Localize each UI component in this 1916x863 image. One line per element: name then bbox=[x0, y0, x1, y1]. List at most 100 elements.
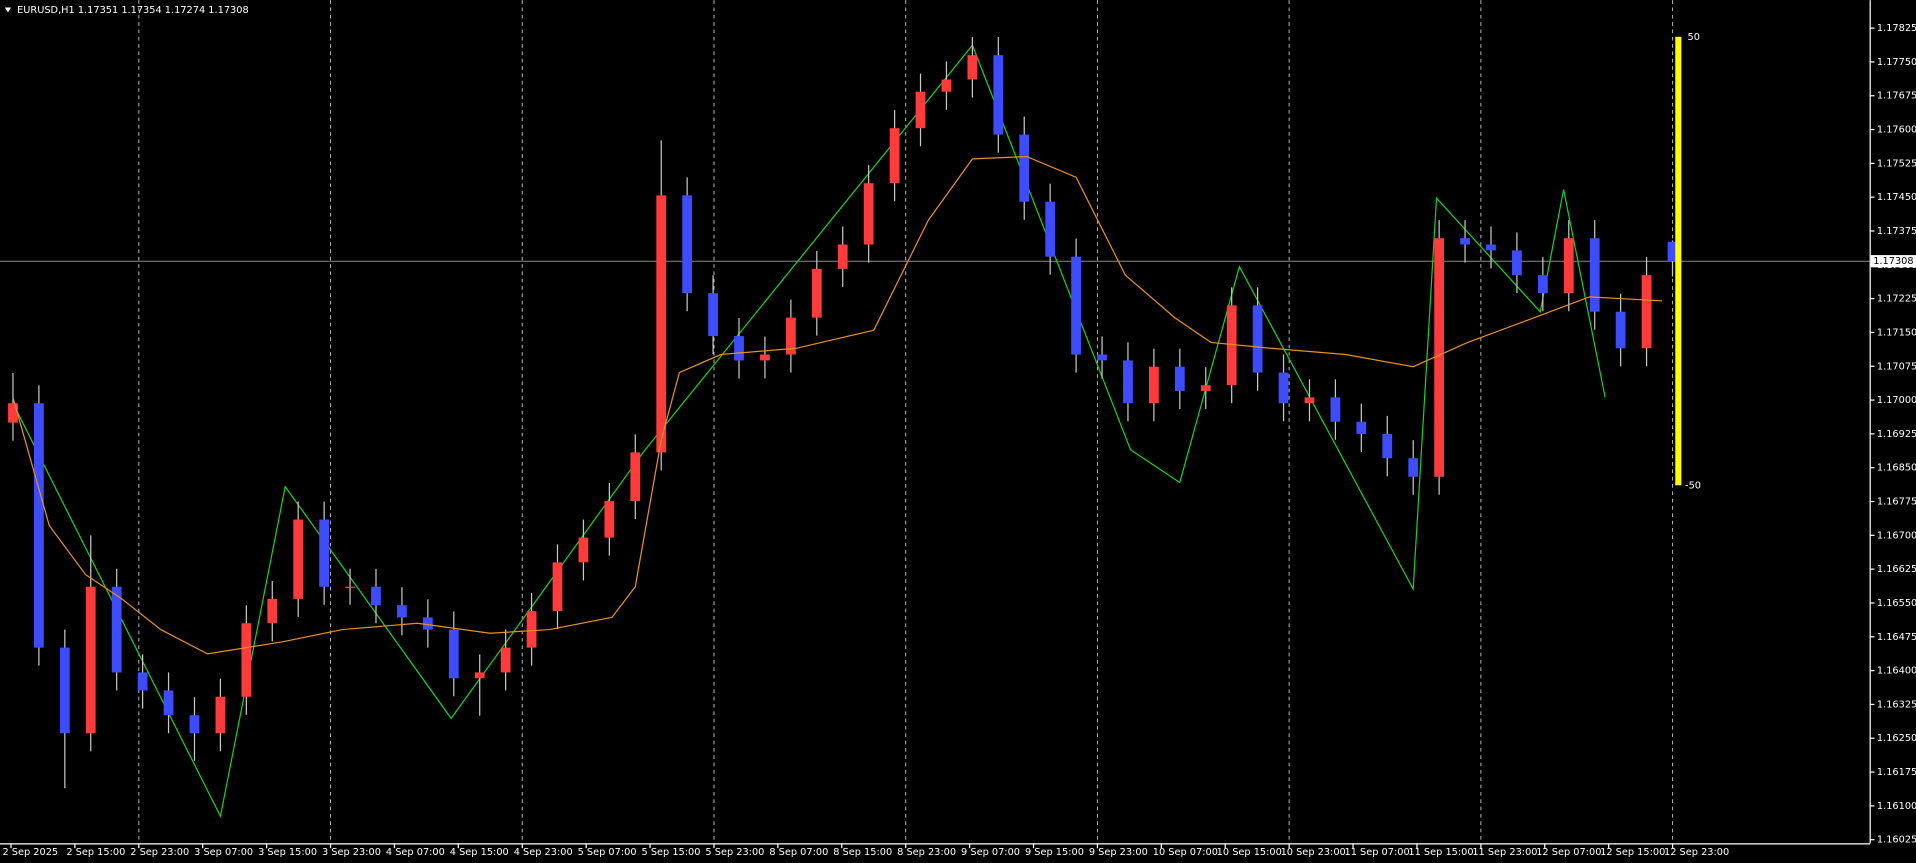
x-tick-label: 5 Sep 23:00 bbox=[705, 847, 764, 858]
candle-body bbox=[1252, 305, 1263, 373]
candle-body bbox=[59, 647, 70, 734]
candle-body bbox=[708, 293, 718, 337]
y-tick-label: 1.17675 bbox=[1877, 91, 1916, 102]
x-tick-label: 12 Sep 15:00 bbox=[1600, 847, 1665, 858]
current-price-box bbox=[1870, 255, 1916, 268]
candle-body bbox=[1486, 244, 1496, 251]
candle-body bbox=[34, 403, 44, 648]
y-tick-label: 1.17525 bbox=[1877, 158, 1916, 169]
candle-body bbox=[397, 605, 407, 618]
x-tick-label: 11 Sep 15:00 bbox=[1408, 847, 1473, 858]
candle-body bbox=[785, 317, 796, 355]
x-tick-label: 4 Sep 23:00 bbox=[514, 847, 573, 858]
candle-body bbox=[1226, 305, 1237, 386]
indicator-min-label: -50 bbox=[1685, 480, 1701, 491]
y-tick-label: 1.17450 bbox=[1877, 192, 1916, 203]
indicator-max-label: 50 bbox=[1687, 32, 1699, 43]
x-tick-label: 9 Sep 23:00 bbox=[1089, 847, 1148, 858]
y-tick-label: 1.16625 bbox=[1877, 564, 1916, 575]
x-tick-label: 3 Sep 07:00 bbox=[194, 847, 253, 858]
indicator-bar bbox=[1675, 36, 1682, 486]
x-tick-label: 9 Sep 15:00 bbox=[1025, 847, 1084, 858]
candle-body bbox=[293, 519, 304, 599]
candle-body bbox=[1434, 238, 1445, 477]
candle-body bbox=[1537, 275, 1548, 294]
x-tick-label: 10 Sep 07:00 bbox=[1153, 847, 1218, 858]
zigzag-line bbox=[12, 44, 1606, 819]
x-tick-label: 8 Sep 23:00 bbox=[897, 847, 956, 858]
y-tick-label: 1.17150 bbox=[1877, 327, 1916, 338]
candle-body bbox=[734, 336, 744, 361]
candle-body bbox=[1356, 421, 1367, 434]
candle-body bbox=[941, 79, 952, 92]
x-tick-label: 5 Sep 07:00 bbox=[578, 847, 637, 858]
candle-body bbox=[1071, 256, 1081, 355]
x-tick-label: 10 Sep 23:00 bbox=[1281, 847, 1346, 858]
y-tick-label: 1.16550 bbox=[1877, 598, 1916, 609]
candle-body bbox=[1641, 275, 1652, 349]
candle-body bbox=[1667, 241, 1678, 262]
candle-body bbox=[1330, 397, 1341, 422]
x-tick-label: 8 Sep 15:00 bbox=[833, 847, 892, 858]
candle-body bbox=[422, 617, 433, 630]
x-tick-label: 3 Sep 23:00 bbox=[322, 847, 381, 858]
candle-body bbox=[448, 629, 459, 679]
x-tick-label: 11 Sep 23:00 bbox=[1472, 847, 1537, 858]
x-tick-label: 2 Sep 2025 bbox=[2, 847, 58, 858]
candle-body bbox=[189, 715, 200, 734]
x-tick-label: 11 Sep 07:00 bbox=[1344, 847, 1409, 858]
candle-body bbox=[630, 452, 641, 502]
candle-body bbox=[1278, 372, 1289, 404]
y-tick-label: 1.16250 bbox=[1877, 733, 1916, 744]
x-tick-label: 12 Sep 23:00 bbox=[1664, 847, 1729, 858]
candle-body bbox=[474, 672, 485, 679]
chart-title: EURUSD,H1 1.17351 1.17354 1.17274 1.1730… bbox=[17, 5, 249, 16]
moving-average-line bbox=[12, 155, 1663, 655]
y-tick-label: 1.16100 bbox=[1877, 801, 1916, 812]
candle-body bbox=[1408, 458, 1419, 477]
y-tick-label: 1.17750 bbox=[1877, 57, 1916, 68]
candle-body bbox=[1512, 250, 1522, 276]
candle-body bbox=[1304, 397, 1315, 404]
y-tick-label: 1.17825 bbox=[1877, 23, 1916, 34]
x-tick-label: 12 Sep 07:00 bbox=[1536, 847, 1601, 858]
candle-body bbox=[1019, 134, 1030, 202]
candle-body bbox=[760, 354, 770, 361]
y-tick-label: 1.17225 bbox=[1877, 294, 1916, 305]
x-tick-label: 4 Sep 15:00 bbox=[450, 847, 509, 858]
candle-body bbox=[1174, 366, 1185, 392]
candle-body bbox=[1200, 385, 1211, 392]
candle-body bbox=[111, 586, 122, 673]
current-price-label: 1.17308 bbox=[1873, 256, 1913, 267]
candle-body bbox=[993, 55, 1004, 135]
candle-body bbox=[1563, 238, 1574, 294]
candle-body bbox=[500, 647, 511, 673]
candle-body bbox=[1097, 354, 1107, 361]
candle-body bbox=[215, 696, 226, 734]
candle-body bbox=[137, 672, 148, 691]
y-tick-label: 1.16400 bbox=[1877, 666, 1916, 677]
x-tick-label: 2 Sep 15:00 bbox=[66, 847, 125, 858]
x-tick-label: 3 Sep 15:00 bbox=[258, 847, 317, 858]
y-tick-label: 1.17375 bbox=[1877, 226, 1916, 237]
y-tick-label: 1.17075 bbox=[1877, 361, 1916, 372]
y-tick-label: 1.17000 bbox=[1877, 395, 1916, 406]
candle-body bbox=[889, 128, 900, 184]
x-tick-label: 5 Sep 15:00 bbox=[642, 847, 701, 858]
y-tick-label: 1.16775 bbox=[1877, 497, 1916, 508]
candle-body bbox=[267, 598, 278, 624]
y-tick-label: 1.16325 bbox=[1877, 699, 1916, 710]
candle-body bbox=[863, 183, 874, 245]
candle-body bbox=[837, 244, 848, 269]
candle-body bbox=[1589, 238, 1600, 312]
candle-body bbox=[967, 55, 978, 80]
candle-body bbox=[552, 562, 563, 612]
candle-body bbox=[1149, 366, 1159, 404]
candle-body bbox=[682, 195, 693, 294]
y-tick-label: 1.16700 bbox=[1877, 530, 1916, 541]
candle-body bbox=[371, 586, 381, 606]
candle-body bbox=[1382, 433, 1393, 459]
